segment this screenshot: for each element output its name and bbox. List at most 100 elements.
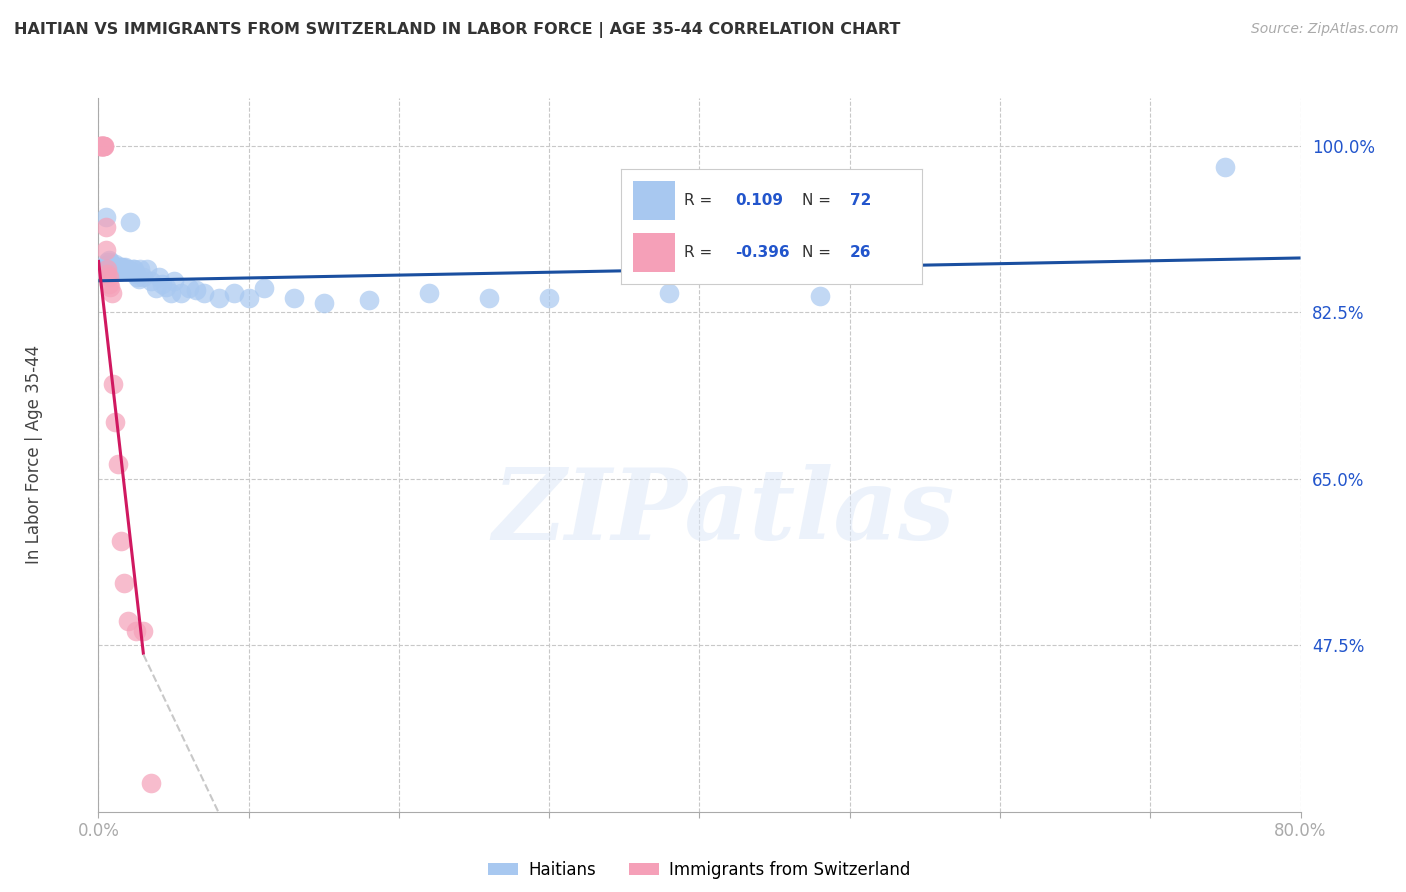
Point [91,138,114,153]
Point [808,289,831,303]
Point [103,260,125,275]
Text: Source: ZipAtlas.com: Source: ZipAtlas.com [1251,22,1399,37]
Point [110,533,132,548]
Point [117,262,139,277]
Point [159,286,181,301]
Point [94,244,117,258]
Point [107,260,129,275]
Point [283,291,305,305]
Point [108,262,131,277]
Point [93,138,115,153]
Point [208,291,231,305]
Point [177,281,200,295]
Point [104,260,127,274]
Point [112,576,135,591]
Point [93,138,115,153]
Point [115,264,138,278]
Point [478,291,501,305]
Point [91,138,114,153]
Point [238,291,260,305]
Point [132,624,155,638]
Point [127,270,149,285]
Point [105,263,128,277]
Point [222,286,245,301]
Point [124,262,146,277]
Point [110,262,132,277]
Point [93,260,115,275]
Point [100,258,122,272]
Point [97,270,120,285]
Text: N =: N = [801,193,831,208]
Point [122,262,145,277]
Point [90,138,112,153]
Point [110,264,132,278]
Point [253,281,276,295]
Point [658,286,681,301]
Point [108,260,131,275]
Text: 0.109: 0.109 [735,193,783,208]
Point [91,262,114,277]
Point [91,138,114,153]
Point [96,267,118,281]
Point [111,262,134,277]
Point [129,262,152,277]
Point [89,138,111,153]
Point [117,615,139,629]
Point [103,264,125,278]
Point [118,215,141,229]
Point [104,415,127,429]
Point [90,138,112,153]
Point [121,264,143,278]
Point [103,376,125,391]
Point [94,219,117,234]
Text: HAITIAN VS IMMIGRANTS FROM SWITZERLAND IN LABOR FORCE | AGE 35-44 CORRELATION CH: HAITIAN VS IMMIGRANTS FROM SWITZERLAND I… [14,22,900,38]
Point [94,210,117,224]
Legend: Haitians, Immigrants from Switzerland: Haitians, Immigrants from Switzerland [482,855,917,886]
Point [1215,160,1237,174]
Point [111,260,134,275]
Point [114,260,136,275]
Point [184,283,207,297]
Point [135,262,157,277]
Text: R =: R = [685,245,713,260]
Point [101,258,124,272]
Point [105,264,128,278]
Point [90,138,112,153]
Point [115,262,138,277]
Text: -0.396: -0.396 [735,245,790,260]
Y-axis label: In Labor Force | Age 35-44: In Labor Force | Age 35-44 [25,345,42,565]
Text: ZIPatlas: ZIPatlas [492,464,955,560]
Point [100,262,122,277]
Point [150,277,173,291]
Point [110,260,132,275]
Point [107,458,129,472]
Point [162,274,184,288]
Point [100,279,122,293]
Point [107,264,129,278]
Point [139,776,162,790]
Point [148,270,170,285]
Point [104,262,127,277]
Point [112,262,135,277]
Point [418,286,440,301]
Point [103,262,125,277]
Bar [633,234,675,272]
Point [170,286,193,301]
Point [128,272,150,286]
Point [125,624,148,638]
Point [94,258,117,272]
Point [125,267,148,281]
Text: 72: 72 [849,193,872,208]
Point [97,262,120,277]
Point [193,286,215,301]
Point [96,262,118,277]
Point [155,279,177,293]
Text: R =: R = [685,193,713,208]
Point [101,286,124,301]
Point [100,254,122,268]
Point [107,262,129,277]
Point [538,291,561,305]
Point [145,281,167,295]
Text: 26: 26 [849,245,872,260]
Point [114,262,136,277]
